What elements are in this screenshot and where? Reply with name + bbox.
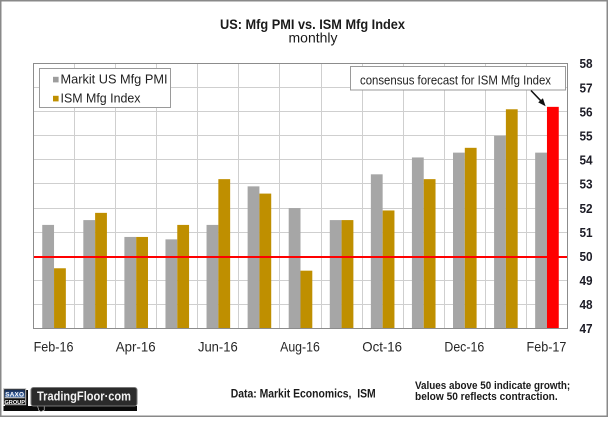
svg-text:Jun-16: Jun-16 [198, 338, 238, 354]
svg-text:Dec-16: Dec-16 [444, 338, 484, 354]
svg-text:monthly: monthly [289, 30, 338, 46]
svg-text:GROUP: GROUP [4, 400, 25, 406]
svg-text:53: 53 [580, 178, 593, 192]
svg-text:49: 49 [580, 274, 593, 288]
svg-text:below 50 reflects contraction.: below 50 reflects contraction. [415, 391, 558, 403]
svg-text:55: 55 [580, 129, 593, 143]
svg-text:58: 58 [580, 57, 593, 71]
svg-text:54: 54 [580, 154, 593, 168]
svg-text:TradingFloor·com: TradingFloor·com [37, 390, 131, 404]
svg-text:56: 56 [580, 105, 593, 119]
svg-text:Apr-16: Apr-16 [116, 338, 156, 354]
svg-text:50: 50 [580, 250, 593, 264]
svg-text:Feb-16: Feb-16 [34, 338, 74, 354]
svg-text:Data: Markit Economics, ISM: Data: Markit Economics, ISM [231, 388, 376, 400]
svg-text:57: 57 [580, 81, 593, 95]
svg-text:47: 47 [580, 322, 593, 336]
svg-text:ISM Mfg Index: ISM Mfg Index [61, 90, 142, 105]
svg-text:Aug-16: Aug-16 [280, 338, 320, 354]
svg-text:51: 51 [580, 226, 593, 240]
svg-text:US: Mfg PMI vs. ISM Mfg Index: US: Mfg PMI vs. ISM Mfg Index [220, 16, 405, 32]
svg-text:Oct-16: Oct-16 [362, 338, 402, 354]
svg-text:Values above 50 indicate growt: Values above 50 indicate growth; [415, 380, 570, 392]
svg-text:Feb-17: Feb-17 [527, 338, 567, 354]
svg-text:52: 52 [580, 202, 593, 216]
svg-text:Markit US Mfg PMI: Markit US Mfg PMI [61, 71, 168, 86]
svg-text:SAXO: SAXO [5, 391, 24, 398]
svg-text:48: 48 [580, 298, 593, 312]
svg-text:consensus forecast for ISM Mfg: consensus forecast for ISM Mfg Index [360, 73, 551, 88]
